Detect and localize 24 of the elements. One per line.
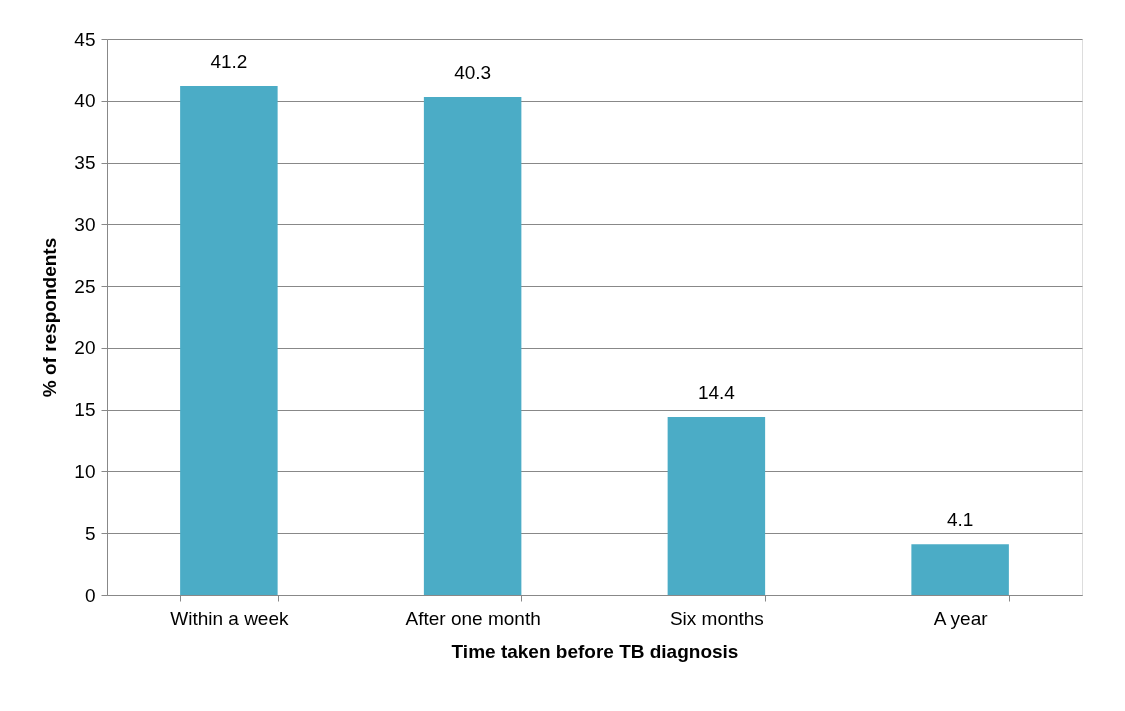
x-tick-label: Within a week: [170, 607, 289, 629]
bar: [667, 417, 766, 595]
y-tick-label: 45: [74, 28, 96, 50]
bar: [180, 85, 278, 595]
y-tick-label: 10: [74, 460, 96, 482]
y-tick-label: 5: [84, 522, 96, 544]
y-tick-label: 25: [74, 275, 96, 297]
data-label: 14.4: [697, 382, 736, 404]
bar: [423, 97, 522, 595]
x-tick-label: After one month: [405, 607, 541, 629]
x-axis-title: Time taken before TB diagnosis: [451, 640, 739, 662]
y-tick-label: 40: [74, 90, 96, 112]
data-label: 40.3: [454, 62, 492, 84]
data-label: 4.1: [946, 509, 974, 531]
x-tick-label: A year: [933, 607, 989, 629]
y-axis-title: % of respondents: [39, 237, 61, 398]
y-tick-label: 30: [74, 213, 96, 235]
y-tick-label: 15: [74, 399, 96, 421]
y-tick-label: 20: [74, 337, 96, 359]
bar: [911, 544, 1009, 595]
x-tick-label: Six months: [669, 607, 764, 629]
data-label: 41.2: [210, 50, 248, 72]
y-tick-label: 0: [84, 584, 96, 606]
y-tick-label: 35: [74, 152, 96, 174]
